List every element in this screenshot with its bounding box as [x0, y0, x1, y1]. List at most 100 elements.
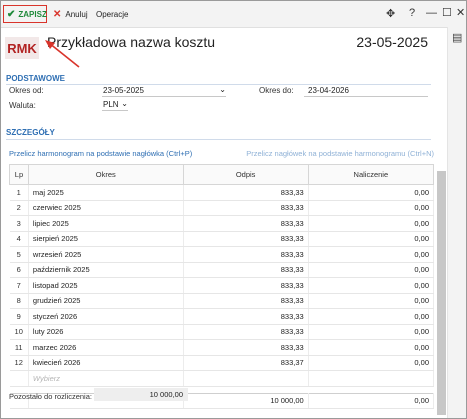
column-header-lp[interactable]: Lp [9, 164, 29, 185]
period-to-field[interactable]: 23-04-2026 [304, 85, 428, 97]
row-naliczenie[interactable]: 0,00 [308, 184, 435, 201]
row-period[interactable]: luty 2026 [28, 324, 184, 340]
recalc-header-link[interactable]: Przelicz nagłówek na podstawie harmonogr… [246, 149, 434, 158]
period-from-field[interactable]: 23-05-2025 ⌄ [102, 85, 226, 97]
check-icon: ✔ [7, 8, 16, 20]
row-odpis[interactable]: 833,33 [183, 231, 309, 247]
row-period[interactable]: wrzesień 2025 [28, 246, 184, 263]
chevron-down-icon[interactable]: ⌄ [121, 99, 128, 108]
row-odpis[interactable]: 833,33 [183, 184, 309, 201]
row-odpis[interactable]: 833,33 [183, 246, 309, 263]
operations-button[interactable]: Operacje [96, 5, 128, 23]
row-lp: 10 [9, 324, 29, 340]
row-odpis[interactable]: 833,33 [183, 200, 309, 216]
move-icon[interactable]: ✥ [386, 8, 396, 20]
row-odpis[interactable]: 833,33 [183, 277, 309, 294]
period-from-label: Okres od: [9, 86, 44, 95]
scrollbar[interactable] [437, 171, 446, 415]
table-row[interactable]: 11 marzec 2026 833,33 0,00 [9, 339, 435, 356]
row-lp: 3 [9, 215, 29, 232]
page-title: Przykładowa nazwa kosztu [47, 34, 216, 50]
operations-label: Operacje [96, 9, 129, 19]
comment-icon[interactable]: ▤ [452, 32, 463, 44]
row-naliczenie[interactable]: 0,00 [308, 293, 435, 309]
row-lp: 1 [9, 184, 29, 201]
row-odpis[interactable]: 833,37 [183, 355, 309, 371]
cancel-button[interactable]: ✕ Anuluj [53, 5, 88, 23]
remaining-label: Pozostało do rozliczenia: [9, 392, 92, 401]
period-to-label: Okres do: [259, 86, 294, 95]
row-odpis[interactable]: 833,33 [183, 215, 309, 232]
table-row[interactable]: 5 wrzesień 2025 833,33 0,00 [9, 246, 435, 263]
row-lp: 5 [9, 246, 29, 263]
period-to-value: 23-04-2026 [308, 86, 349, 95]
document-date: 23-05-2025 [356, 34, 428, 50]
table-row[interactable]: 9 styczeń 2026 833,33 0,00 [9, 308, 435, 325]
currency-select[interactable]: PLN ⌄ [102, 99, 128, 111]
row-naliczenie[interactable]: 0,00 [308, 277, 435, 294]
row-odpis[interactable]: 833,33 [183, 308, 309, 325]
row-naliczenie[interactable]: 0,00 [308, 308, 435, 325]
table-row[interactable]: 6 październik 2025 833,33 0,00 [9, 262, 435, 278]
row-period[interactable]: sierpień 2025 [28, 231, 184, 247]
annotation-arrow [45, 40, 80, 68]
row-naliczenie[interactable]: 0,00 [308, 200, 435, 216]
select-period-input[interactable]: Wybierz [28, 370, 184, 387]
help-icon[interactable]: ? [409, 7, 416, 19]
column-header-okres[interactable]: Okres [27, 164, 184, 185]
row-lp: 9 [9, 308, 29, 325]
row-period[interactable]: kwiecień 2026 [28, 355, 184, 371]
remaining-value: 10 000,00 [94, 388, 188, 401]
row-period[interactable]: styczeń 2026 [28, 308, 184, 325]
minimize-icon[interactable]: — [426, 7, 437, 19]
schedule-table: Lp Okres Odpis Naliczenie 1 maj 2025 833,3… [9, 164, 435, 409]
row-odpis[interactable]: 833,33 [183, 262, 309, 278]
cancel-label: Anuluj [65, 9, 88, 19]
row-period[interactable]: czerwiec 2025 [28, 200, 184, 216]
search-row-odpis[interactable] [183, 370, 309, 387]
section-basic-divider [6, 84, 431, 85]
row-naliczenie[interactable]: 0,00 [308, 262, 435, 278]
table-row[interactable]: 1 maj 2025 833,33 0,00 [9, 184, 435, 201]
row-lp: 4 [9, 231, 29, 247]
save-label: ZAPISZ [18, 9, 47, 19]
row-naliczenie[interactable]: 0,00 [308, 215, 435, 232]
search-row[interactable]: Wybierz [9, 370, 435, 387]
save-button[interactable]: ✔ ZAPISZ [3, 5, 47, 23]
table-row[interactable]: 7 listopad 2025 833,33 0,00 [9, 277, 435, 294]
section-basic-title: PODSTAWOWE [6, 74, 65, 83]
row-naliczenie[interactable]: 0,00 [308, 339, 435, 356]
side-panel: ▤ [447, 27, 466, 418]
row-naliczenie[interactable]: 0,00 [308, 231, 435, 247]
close-window-icon[interactable]: ✕ [456, 7, 466, 19]
column-header-naliczenie[interactable]: Naliczenie [307, 164, 435, 185]
row-period[interactable]: listopad 2025 [28, 277, 184, 294]
search-row-naliczenie[interactable] [308, 370, 435, 387]
table-row[interactable]: 2 czerwiec 2025 833,33 0,00 [9, 200, 435, 216]
table-row[interactable]: 8 grudzień 2025 833,33 0,00 [9, 293, 435, 309]
row-naliczenie[interactable]: 0,00 [308, 324, 435, 340]
row-period[interactable]: grudzień 2025 [28, 293, 184, 309]
table-row[interactable]: 3 lipiec 2025 833,33 0,00 [9, 215, 435, 232]
row-period[interactable]: marzec 2026 [28, 339, 184, 356]
table-row[interactable]: 12 kwiecień 2026 833,37 0,00 [9, 355, 435, 371]
column-header-odpis[interactable]: Odpis [182, 164, 309, 185]
row-odpis[interactable]: 833,33 [183, 293, 309, 309]
table-row[interactable]: 10 luty 2026 833,33 0,00 [9, 324, 435, 340]
row-odpis[interactable]: 833,33 [183, 324, 309, 340]
maximize-icon[interactable]: ☐ [442, 7, 452, 19]
sum-odpis: 10 000,00 [183, 392, 309, 409]
sum-lp [9, 392, 29, 409]
currency-value: PLN [103, 100, 119, 109]
chevron-down-icon[interactable]: ⌄ [219, 85, 226, 94]
row-lp: 7 [9, 277, 29, 294]
table-row[interactable]: 4 sierpień 2025 833,33 0,00 [9, 231, 435, 247]
row-naliczenie[interactable]: 0,00 [308, 246, 435, 263]
row-period[interactable]: lipiec 2025 [28, 215, 184, 232]
row-period[interactable]: październik 2025 [28, 262, 184, 278]
row-naliczenie[interactable]: 0,00 [308, 355, 435, 371]
recalc-schedule-link[interactable]: Przelicz harmonogram na podstawie nagłów… [9, 149, 193, 158]
row-period[interactable]: maj 2025 [28, 184, 184, 201]
row-odpis[interactable]: 833,33 [183, 339, 309, 356]
